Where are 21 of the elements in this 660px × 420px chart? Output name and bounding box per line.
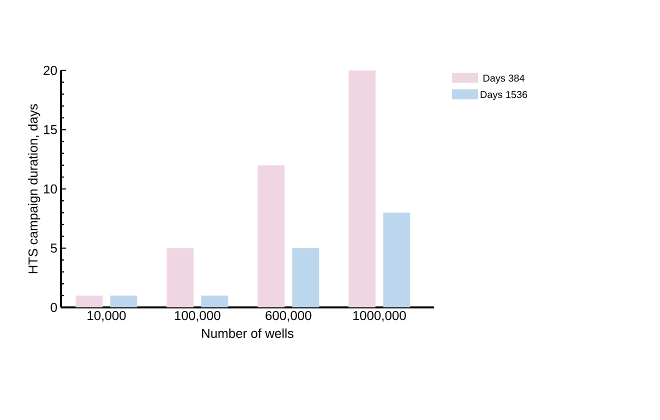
y-tick-label: 20 xyxy=(44,66,57,76)
bar xyxy=(76,296,103,308)
y-tick-label: 5 xyxy=(50,244,57,253)
legend-label: Days 384 xyxy=(484,74,525,84)
bar xyxy=(110,296,138,308)
bar xyxy=(348,70,376,308)
x-tick-label: 10,000 xyxy=(88,310,126,322)
y-tick-label: 15 xyxy=(44,125,57,134)
y-tick-label: 10 xyxy=(44,184,57,194)
legend-label: Days 1536 xyxy=(480,91,528,100)
bar xyxy=(201,296,228,308)
y-axis-title: HTS campaign duration, days xyxy=(28,104,40,274)
bar xyxy=(292,248,320,308)
x-tick-label: 100,000 xyxy=(175,310,220,322)
x-axis-title: Number of wells xyxy=(202,328,294,338)
x-tick-label: 600,000 xyxy=(266,310,312,322)
bar xyxy=(166,248,194,308)
x-tick-label: 1000,000 xyxy=(353,310,406,322)
bar xyxy=(383,212,410,308)
bar xyxy=(258,165,285,308)
y-tick-label: 0 xyxy=(50,302,57,312)
